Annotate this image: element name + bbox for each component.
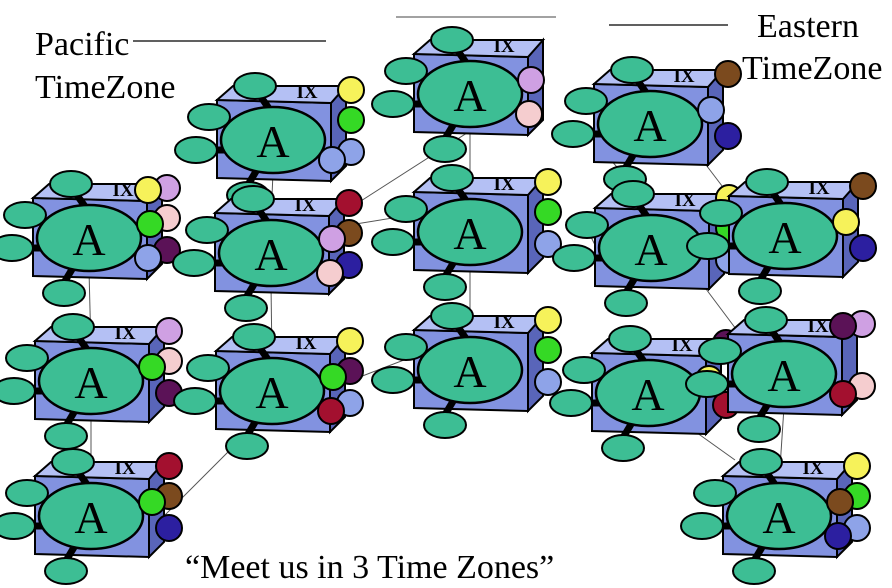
svg-text:Pacific: Pacific (35, 26, 129, 63)
svg-text:“Meet us in 3 Time Zones”: “Meet us in 3 Time Zones” (185, 549, 554, 586)
svg-text:Eastern: Eastern (757, 8, 859, 45)
svg-text:TimeZone: TimeZone (35, 69, 175, 106)
svg-text:TimeZone: TimeZone (742, 50, 882, 87)
